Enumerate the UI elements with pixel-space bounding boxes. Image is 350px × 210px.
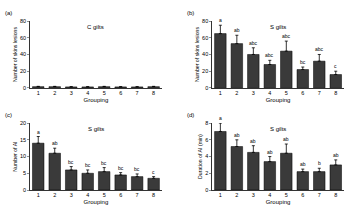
svg-text:c: c <box>152 169 155 175</box>
svg-text:bc: bc <box>85 162 91 168</box>
svg-text:1: 1 <box>37 90 40 96</box>
svg-text:5: 5 <box>103 90 106 96</box>
svg-text:3: 3 <box>252 90 255 96</box>
svg-text:5: 5 <box>23 170 26 176</box>
svg-text:20: 20 <box>202 68 208 74</box>
svg-text:bc: bc <box>68 159 74 165</box>
svg-text:4: 4 <box>86 192 89 198</box>
svg-text:8: 8 <box>152 90 155 96</box>
svg-text:Grouping: Grouping <box>266 199 291 205</box>
svg-text:(b): (b) <box>187 10 194 16</box>
svg-text:a: a <box>219 115 222 121</box>
svg-text:bc: bc <box>101 160 107 166</box>
svg-text:ab: ab <box>283 136 289 142</box>
svg-text:80: 80 <box>202 18 208 24</box>
svg-text:4: 4 <box>268 90 271 96</box>
svg-text:60: 60 <box>202 35 208 41</box>
svg-text:abc: abc <box>315 46 324 52</box>
svg-text:2: 2 <box>205 170 208 176</box>
svg-text:a: a <box>37 129 40 135</box>
svg-text:8: 8 <box>334 90 337 96</box>
svg-text:bc: bc <box>300 59 306 65</box>
svg-text:8: 8 <box>205 120 208 126</box>
svg-text:ab: ab <box>300 161 306 167</box>
svg-text:ab: ab <box>234 27 240 33</box>
svg-text:bc: bc <box>134 166 140 172</box>
svg-text:(c): (c) <box>5 112 12 118</box>
svg-text:60: 60 <box>20 35 26 41</box>
svg-text:4: 4 <box>205 153 208 159</box>
svg-text:S gilts: S gilts <box>270 126 286 132</box>
svg-text:2: 2 <box>53 192 56 198</box>
svg-text:3: 3 <box>70 90 73 96</box>
svg-text:a: a <box>219 17 222 23</box>
svg-text:Number of skins lesions: Number of skins lesions <box>12 27 18 82</box>
svg-text:ab: ab <box>333 152 339 158</box>
svg-text:Grouping: Grouping <box>84 97 109 103</box>
svg-text:(d): (d) <box>187 112 194 118</box>
svg-text:4: 4 <box>268 192 271 198</box>
svg-text:2: 2 <box>235 192 238 198</box>
svg-text:1: 1 <box>219 192 222 198</box>
svg-text:40: 40 <box>202 51 208 57</box>
svg-text:6: 6 <box>301 192 304 198</box>
svg-text:8: 8 <box>152 192 155 198</box>
svg-text:ab: ab <box>234 132 240 138</box>
svg-text:Number of skins lesions: Number of skins lesions <box>194 27 200 82</box>
svg-text:Grouping: Grouping <box>266 97 291 103</box>
svg-text:7: 7 <box>136 90 139 96</box>
svg-text:abc: abc <box>282 33 291 39</box>
svg-text:1: 1 <box>37 192 40 198</box>
svg-text:15: 15 <box>20 137 26 143</box>
svg-text:Duration of AI (min): Duration of AI (min) <box>197 134 203 179</box>
svg-text:ab: ab <box>250 138 256 144</box>
svg-text:2: 2 <box>53 90 56 96</box>
svg-text:7: 7 <box>318 192 321 198</box>
svg-text:C gilts: C gilts <box>87 24 104 30</box>
svg-text:abc: abc <box>265 52 274 58</box>
svg-text:(a): (a) <box>5 10 12 16</box>
svg-text:6: 6 <box>205 137 208 143</box>
svg-text:7: 7 <box>136 192 139 198</box>
svg-text:bc: bc <box>118 165 124 171</box>
svg-text:0: 0 <box>23 85 26 91</box>
svg-text:ab: ab <box>52 140 58 146</box>
svg-text:3: 3 <box>252 192 255 198</box>
svg-text:abc: abc <box>249 40 258 46</box>
svg-text:40: 40 <box>20 51 26 57</box>
svg-text:c: c <box>334 63 337 69</box>
svg-text:5: 5 <box>285 192 288 198</box>
svg-text:0: 0 <box>205 85 208 91</box>
svg-text:2: 2 <box>235 90 238 96</box>
svg-text:7: 7 <box>318 90 321 96</box>
svg-text:6: 6 <box>301 90 304 96</box>
svg-text:6: 6 <box>119 192 122 198</box>
svg-text:3: 3 <box>70 192 73 198</box>
svg-text:20: 20 <box>20 120 26 126</box>
svg-text:10: 10 <box>20 153 26 159</box>
svg-text:4: 4 <box>86 90 89 96</box>
svg-text:20: 20 <box>20 68 26 74</box>
svg-text:5: 5 <box>285 90 288 96</box>
svg-text:b: b <box>318 160 321 166</box>
svg-text:1: 1 <box>219 90 222 96</box>
svg-text:80: 80 <box>20 18 26 24</box>
svg-text:Grouping: Grouping <box>84 199 109 205</box>
svg-text:ab: ab <box>267 149 273 155</box>
svg-text:S gilts: S gilts <box>88 126 104 132</box>
svg-text:8: 8 <box>334 192 337 198</box>
svg-text:5: 5 <box>103 192 106 198</box>
svg-text:Number of AI: Number of AI <box>12 141 18 171</box>
svg-text:S gilts: S gilts <box>270 24 286 30</box>
svg-text:0: 0 <box>23 187 26 193</box>
svg-text:0: 0 <box>205 187 208 193</box>
svg-text:6: 6 <box>119 90 122 96</box>
